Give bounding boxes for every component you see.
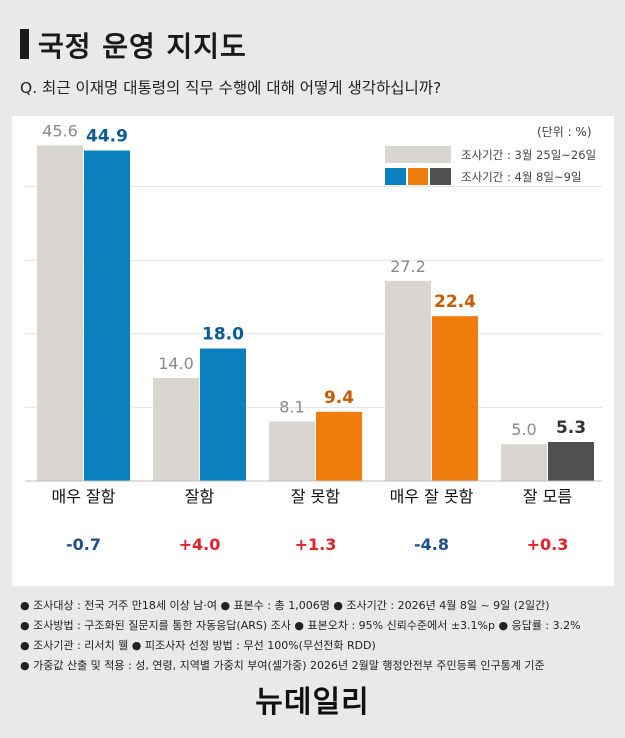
bar-prev: [385, 280, 431, 481]
value-label-curr: 5.3: [556, 418, 586, 438]
note-line: ● 조사기관 : 리서치 웰 ● 피조사자 선정 방법 : 무선 100%(무선…: [20, 639, 376, 652]
category-label: 매우 잘함: [52, 487, 116, 506]
diff-label: +4.0: [179, 535, 221, 554]
legend-curr: 조사기간 : 4월 8일~9일: [385, 168, 582, 185]
value-label-curr: 22.4: [434, 292, 476, 312]
legend-curr-label: 조사기간 : 4월 8일~9일: [461, 169, 582, 184]
brand-logo: 뉴데일리: [255, 685, 370, 720]
note-line: ● 조사방법 : 구조화된 질문지를 통한 자동응답(ARS) 조사 ● 표본오…: [20, 619, 581, 632]
bar-prev: [269, 421, 315, 481]
bar-prev: [153, 377, 199, 481]
value-label-curr: 9.4: [324, 388, 354, 408]
value-label-prev: 8.1: [279, 397, 304, 416]
legend-prev: 조사기간 : 3월 25일~26일: [385, 146, 596, 163]
value-label-curr: 18.0: [202, 325, 244, 345]
category-label: 잘 모름: [523, 487, 572, 506]
value-label-prev: 14.0: [158, 354, 194, 373]
value-label-prev: 5.0: [511, 420, 536, 439]
unit-label: (단위 : %): [537, 125, 592, 139]
page-title: 국정 운영 지지도: [38, 30, 247, 63]
bar-prev: [501, 444, 547, 481]
bar-curr: [548, 441, 594, 481]
bar-curr: [200, 348, 246, 481]
diff-label: +0.3: [527, 535, 569, 554]
category-label: 잘함: [185, 487, 215, 506]
value-label-curr: 44.9: [86, 127, 128, 147]
bar-chart: 45.6 44.9 매우 잘함 -0.7 14.0 18.0 잘함 +4.0 8.1 9.4 잘 못…: [25, 121, 602, 554]
diff-label: +1.3: [295, 535, 337, 554]
bar-curr: [432, 316, 478, 481]
note-line: ● 가중값 산출 및 적용 : 성, 연령, 지역별 가중치 부여(셀가중) 2…: [20, 659, 545, 672]
diff-label: -4.8: [414, 535, 449, 554]
title-marker: [20, 29, 29, 59]
value-label-prev: 27.2: [390, 257, 426, 276]
diff-label: -0.7: [66, 535, 101, 554]
legend-curr-swatch: [385, 168, 452, 185]
value-label-prev: 45.6: [42, 121, 78, 140]
category-label: 잘 못함: [291, 487, 341, 506]
legend-prev-swatch: [385, 146, 451, 163]
legend-prev-label: 조사기간 : 3월 25일~26일: [461, 147, 597, 162]
bar-curr: [84, 150, 130, 481]
bar-prev: [37, 145, 83, 481]
bar-curr: [316, 411, 362, 481]
survey-question: Q. 최근 이재명 대통령의 직무 수행에 대해 어떻게 생각하십니까?: [20, 79, 442, 97]
survey-notes: ● 조사대상 : 전국 거주 만18세 이상 남·여 ● 표본수 : 총 1,0…: [20, 596, 581, 676]
note-line: ● 조사대상 : 전국 거주 만18세 이상 남·여 ● 표본수 : 총 1,0…: [20, 599, 550, 612]
category-label: 매우 잘 못함: [390, 487, 474, 506]
